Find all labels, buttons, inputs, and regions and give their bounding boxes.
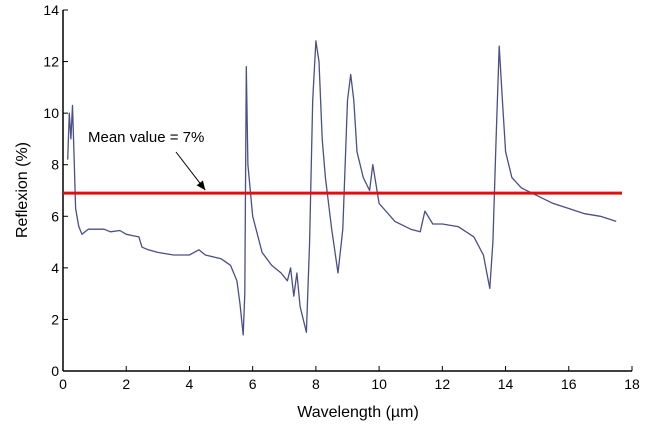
x-tick-label: 10 [371, 376, 387, 392]
x-tick-label: 14 [498, 376, 514, 392]
y-tick-label: 12 [43, 54, 59, 70]
x-tick-label: 6 [249, 376, 257, 392]
mean-value-annotation: Mean value = 7% [88, 129, 204, 146]
y-tick-label: 14 [43, 2, 59, 18]
y-axis-title: Reflexion (%) [14, 142, 31, 238]
y-tick-label: 0 [51, 363, 59, 379]
annotation-group: Mean value = 7% [88, 129, 206, 191]
data-series [67, 40, 617, 336]
x-tick-label: 16 [561, 376, 577, 392]
x-tick-label: 0 [59, 376, 67, 392]
y-tick-label: 6 [51, 208, 59, 224]
reflexion-series-line [67, 40, 617, 336]
tick-labels: 0 2 4 6 8 10 12 14 16 18 0 2 4 6 8 10 12 14 [43, 2, 640, 392]
x-tick-label: 18 [624, 376, 640, 392]
tick-marks [62, 9, 633, 372]
annotation-arrow-head [196, 180, 206, 191]
axes [62, 10, 632, 372]
x-axis-title: Wavelength (µm) [297, 404, 419, 421]
y-tick-label: 8 [51, 157, 59, 173]
x-tick-label: 4 [186, 376, 194, 392]
x-tick-label: 12 [435, 376, 451, 392]
x-tick-label: 8 [312, 376, 320, 392]
y-tick-label: 2 [51, 311, 59, 327]
y-tick-label: 4 [51, 260, 59, 276]
y-tick-label: 10 [43, 105, 59, 121]
x-tick-label: 2 [122, 376, 130, 392]
